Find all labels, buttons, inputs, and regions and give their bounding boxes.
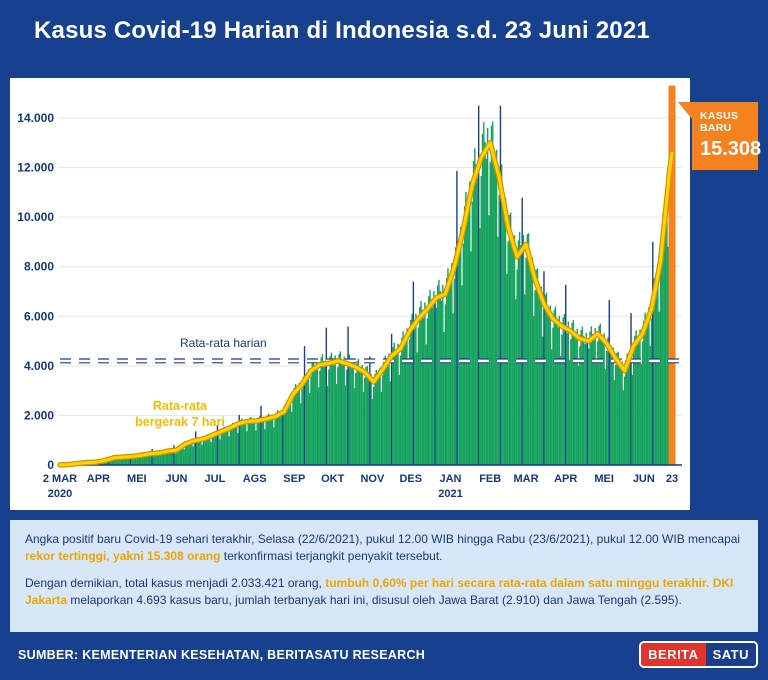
svg-text:14.000: 14.000 (17, 111, 54, 125)
svg-text:2.000: 2.000 (24, 408, 54, 422)
text-run: melaporkan 4.693 kasus baru, jumlah terb… (67, 593, 682, 608)
svg-text:FEB: FEB (479, 473, 501, 485)
source-credit: SUMBER: KEMENTERIAN KESEHATAN, BERITASAT… (18, 647, 426, 662)
summary-paragraph-2: Dengan demikian, total kasus menjadi 2.0… (25, 575, 743, 610)
svg-text:AGS: AGS (243, 473, 267, 485)
highlighted-text: rekor tertinggi, yakni 15.308 orang (25, 549, 221, 564)
svg-text:JAN: JAN (439, 473, 461, 485)
annotation-ma7-label: Rata-rata bergerak 7 hari (105, 398, 255, 431)
svg-text:APR: APR (554, 473, 577, 485)
svg-text:JUL: JUL (205, 473, 226, 485)
annotation-ma7-line2: bergerak 7 hari (135, 415, 225, 430)
svg-text:JUN: JUN (633, 473, 655, 485)
svg-text:MEI: MEI (594, 473, 614, 485)
svg-text:10.000: 10.000 (17, 210, 54, 224)
annotation-ma7-line1: Rata-rata (152, 399, 208, 413)
text-run: Angka positif baru Covid-19 sehari terak… (25, 532, 741, 546)
highlighted-text: tumbuh 0,60% per hari secara rata-rata d… (325, 575, 710, 590)
beritasatu-logo: BERITA SATU (639, 641, 758, 668)
svg-text:SEP: SEP (283, 473, 305, 485)
callout-label: KASUS BARU (700, 110, 739, 134)
svg-text:4.000: 4.000 (24, 359, 54, 373)
svg-text:MAR: MAR (514, 473, 539, 485)
svg-text:2020: 2020 (48, 488, 72, 500)
logo-satu: SATU (705, 643, 756, 666)
svg-text:MEI: MEI (127, 473, 147, 485)
ma7-line (58, 141, 674, 467)
svg-text:JUN: JUN (166, 473, 188, 485)
svg-text:23: 23 (666, 473, 678, 485)
footer: SUMBER: KEMENTERIAN KESEHATAN, BERITASAT… (18, 641, 758, 668)
svg-text:8.000: 8.000 (24, 260, 54, 274)
text-run: Dengan demikian, total kasus menjadi 2.0… (25, 575, 326, 590)
svg-text:DES: DES (399, 473, 422, 485)
annotation-daily-average: Rata-rata harian (180, 336, 267, 350)
logo-berita: BERITA (641, 643, 706, 666)
new-cases-callout: KASUS BARU 15.308 (678, 102, 762, 170)
text-run: terkonfirmasi terjangkit penyakit terseb… (220, 549, 443, 564)
svg-text:APR: APR (87, 473, 110, 485)
highlighted-text: DKI Jakarta (25, 575, 734, 608)
svg-text:NOV: NOV (360, 473, 385, 485)
svg-text:2 MAR: 2 MAR (43, 473, 77, 485)
chart-panel: 0 2.000 4.000 6.000 8.000 10.000 12.000 14.000 2… (10, 78, 690, 510)
svg-text:OKT: OKT (321, 473, 345, 485)
svg-text:2021: 2021 (438, 488, 462, 500)
summary-box: Angka positif baru Covid-19 sehari terak… (10, 520, 758, 632)
y-axis-labels: 0 2.000 4.000 6.000 8.000 10.000 12.000 14.000 (17, 111, 54, 472)
gridlines (58, 117, 682, 416)
callout-value: 15.308 (700, 138, 762, 160)
covid-daily-chart: 0 2.000 4.000 6.000 8.000 10.000 12.000 14.000 2… (17, 85, 682, 500)
daily-case-bars (60, 85, 676, 466)
svg-text:12.000: 12.000 (17, 161, 54, 175)
x-axis-labels: 2 MAR 2020 APR MEI JUN JUL AGS SEP OKT NOV DES JAN 2… (43, 473, 678, 500)
svg-text:6.000: 6.000 (24, 309, 54, 323)
summary-paragraph-1: Angka positif baru Covid-19 sehari terak… (25, 531, 743, 566)
svg-text:0: 0 (47, 458, 54, 472)
page-title: Kasus Covid-19 Harian di Indonesia s.d. … (34, 17, 650, 44)
